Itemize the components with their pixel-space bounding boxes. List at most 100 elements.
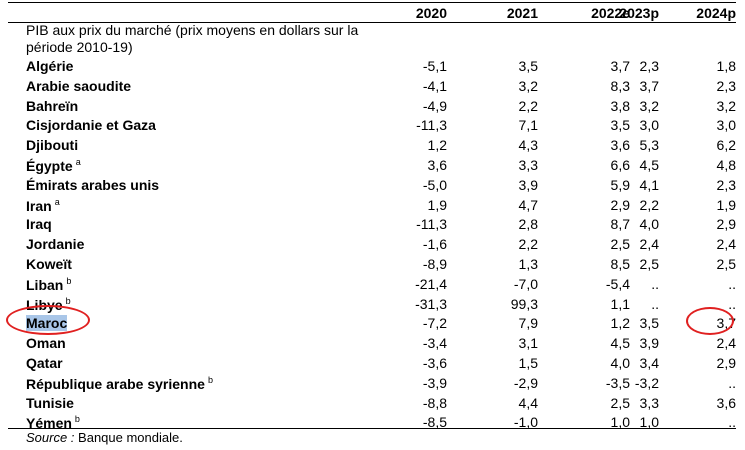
cell-value: -21,4 (415, 275, 447, 292)
cell-value: 2,4 (639, 236, 659, 253)
cell-value: 1,0 (639, 414, 659, 431)
table-row: Jordanie -1,6 2,2 2,5 2,4 2,4 (8, 235, 736, 255)
cell-value: 3,5 (639, 315, 659, 332)
cell-value: 2,5 (716, 255, 736, 272)
cell-value: .. (728, 374, 736, 391)
table-row: Iraq -11,3 2,8 8,7 4,0 2,9 (8, 215, 736, 235)
table-row: Maroc -7,2 7,9 1,2 3,5 3,7 (8, 314, 736, 334)
country-name: Émirats arabes unis (26, 177, 159, 193)
cell-value: 6,2 (716, 137, 736, 154)
table-top-rule (8, 2, 736, 3)
cell-value: .. (728, 275, 736, 292)
country-name: Iran a (26, 197, 60, 214)
cell-value: -1,0 (513, 414, 538, 431)
cell-value: 2,9 (716, 216, 736, 233)
country-label: République arabe syrienne (26, 375, 205, 392)
cell-value: 8,7 (610, 216, 630, 233)
cell-value: 4,0 (639, 216, 659, 233)
cell-value: 3,5 (518, 58, 538, 74)
country-label: Tunisie (26, 394, 74, 411)
cell-value: 7,9 (518, 315, 538, 332)
table-row: Bahreïn -4,9 2,2 3,8 3,2 3,2 (8, 97, 736, 117)
country-name: Égypte a (26, 157, 81, 174)
cell-value: -3,6 (422, 354, 447, 371)
country-label: Koweït (26, 255, 72, 272)
cell-value: 2,2 (639, 196, 659, 213)
cell-value: -2,9 (513, 374, 538, 391)
col-header-2020: 2020 (415, 5, 447, 21)
country-label: Jordanie (26, 236, 85, 253)
source-label: Source : (26, 430, 75, 445)
cell-value: -4,1 (422, 77, 447, 94)
cell-value: -5,0 (422, 176, 447, 193)
cell-value: -11,3 (416, 117, 447, 134)
cell-value: 3,6 (610, 137, 630, 154)
footnote-marker: b (74, 414, 80, 425)
country-label: Cisjordanie et Gaza (26, 117, 156, 134)
cell-value: 3,2 (639, 97, 659, 114)
cell-value: 1,2 (427, 137, 447, 154)
cell-value: .. (728, 295, 736, 312)
table-row: Djibouti 1,2 4,3 3,6 5,3 6,2 (8, 136, 736, 156)
cell-value: 2,9 (610, 196, 630, 213)
cell-value: -4,9 (422, 97, 447, 114)
country-name: République arabe syrienne b (26, 375, 213, 392)
country-label: Oman (26, 335, 66, 352)
cell-value: 1,5 (518, 354, 538, 371)
cell-value: 1,3 (518, 255, 538, 272)
country-label: Bahreïn (26, 97, 79, 114)
country-name: Arabie saoudite (26, 78, 131, 94)
table-row: Cisjordanie et Gaza -11,3 7,1 3,5 3,0 3,0 (8, 116, 736, 136)
country-name: Tunisie (26, 395, 74, 411)
country-name: Bahreïn (26, 98, 78, 114)
table-row: Iran a 1,9 4,7 2,9 2,2 1,9 (8, 196, 736, 216)
footnote-marker: a (54, 196, 60, 207)
cell-value: -8,9 (422, 255, 447, 272)
cell-value: -3,9 (422, 374, 447, 391)
cell-value: 1,1 (610, 295, 630, 312)
cell-value: -11,3 (416, 216, 447, 233)
cell-value: 2,3 (716, 77, 736, 94)
table-row: Égypte a 3,6 3,3 6,6 4,5 4,8 (8, 156, 736, 176)
cell-value: 3,3 (639, 394, 659, 411)
cell-value: 3,2 (518, 77, 538, 94)
cell-value: 3,9 (518, 176, 538, 193)
country-label: Arabie saoudite (26, 77, 132, 94)
cell-value: 1,8 (716, 58, 736, 74)
country-label: Yémen (26, 415, 72, 432)
cell-value: 2,4 (716, 236, 736, 253)
cell-value: 7,1 (518, 117, 538, 134)
cell-value: .. (651, 295, 659, 312)
cell-value: 5,3 (639, 137, 659, 154)
cell-value: -7,2 (422, 315, 447, 332)
country-name: Jordanie (26, 236, 84, 252)
cell-value: 2,2 (518, 97, 538, 114)
table-row: Arabie saoudite -4,1 3,2 8,3 3,7 2,3 (8, 77, 736, 97)
country-name: Koweït (26, 256, 72, 272)
country-label: Liban (26, 276, 64, 293)
table-row: Qatar -3,6 1,5 4,0 3,4 2,9 (8, 354, 736, 374)
country-name: Libye b (26, 296, 71, 313)
country-name: Liban b (26, 276, 71, 293)
country-name: Cisjordanie et Gaza (26, 117, 156, 133)
cell-value: -7,0 (513, 275, 538, 292)
footnote-marker: b (207, 374, 213, 385)
cell-value: -3,2 (634, 374, 659, 391)
cell-value: 2,5 (610, 394, 630, 411)
cell-value: 3,6 (716, 394, 736, 411)
cell-value: -1,6 (422, 236, 447, 253)
cell-value: 3,1 (518, 335, 538, 352)
cell-value: 3,6 (427, 156, 447, 173)
country-label: Algérie (26, 58, 74, 74)
cell-value: 8,5 (610, 255, 630, 272)
cell-value: -5,1 (422, 58, 447, 74)
cell-value: .. (728, 414, 736, 431)
cell-value: 3,5 (610, 117, 630, 134)
cell-value: 3,0 (639, 117, 659, 134)
source-text: Banque mondiale. (78, 430, 183, 445)
table-header: 2020 2021 2022e 2023p 2024p (8, 5, 736, 23)
table-row: Yémen b -8,5 -1,0 1,0 1,0.. (8, 413, 736, 433)
table-row: Émirats arabes unis -5,0 3,9 5,9 4,1 2,3 (8, 176, 736, 196)
cell-value: 3,7 (639, 77, 659, 94)
table-body: Algérie -5,1 3,5 3,7 2,3 1,8 Arabie saoudite -4… (8, 57, 736, 433)
